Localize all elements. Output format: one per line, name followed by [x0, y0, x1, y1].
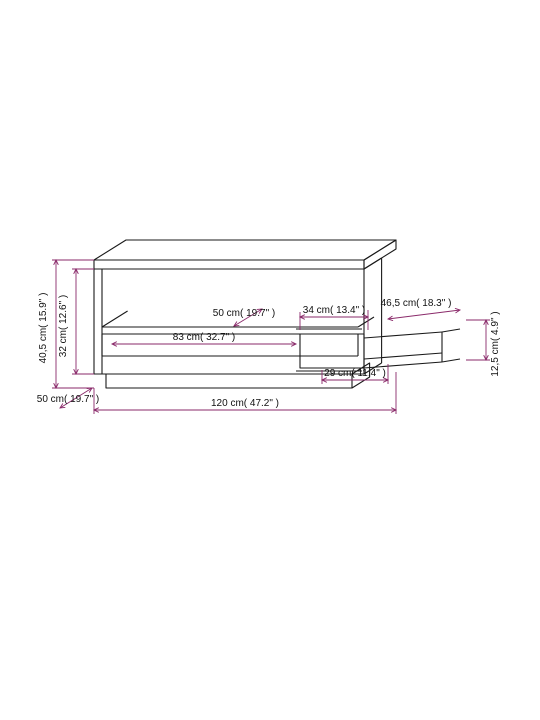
- svg-text:83 cm( 32.7" ): 83 cm( 32.7" ): [173, 332, 235, 343]
- svg-text:29 cm( 11.4" ): 29 cm( 11.4" ): [324, 368, 386, 379]
- svg-text:120 cm( 47.2" ): 120 cm( 47.2" ): [211, 398, 279, 409]
- svg-text:40,5 cm( 15.9" ): 40,5 cm( 15.9" ): [38, 293, 49, 364]
- svg-text:46,5 cm( 18.3" ): 46,5 cm( 18.3" ): [381, 298, 452, 309]
- svg-text:50 cm( 19.7" ): 50 cm( 19.7" ): [213, 308, 275, 319]
- svg-text:50 cm( 19.7" ): 50 cm( 19.7" ): [37, 394, 99, 405]
- svg-text:34 cm( 13.4" ): 34 cm( 13.4" ): [303, 305, 365, 316]
- svg-text:32 cm( 12.6" ): 32 cm( 12.6" ): [58, 295, 69, 357]
- svg-text:12,5 cm( 4.9" ): 12,5 cm( 4.9" ): [490, 311, 501, 376]
